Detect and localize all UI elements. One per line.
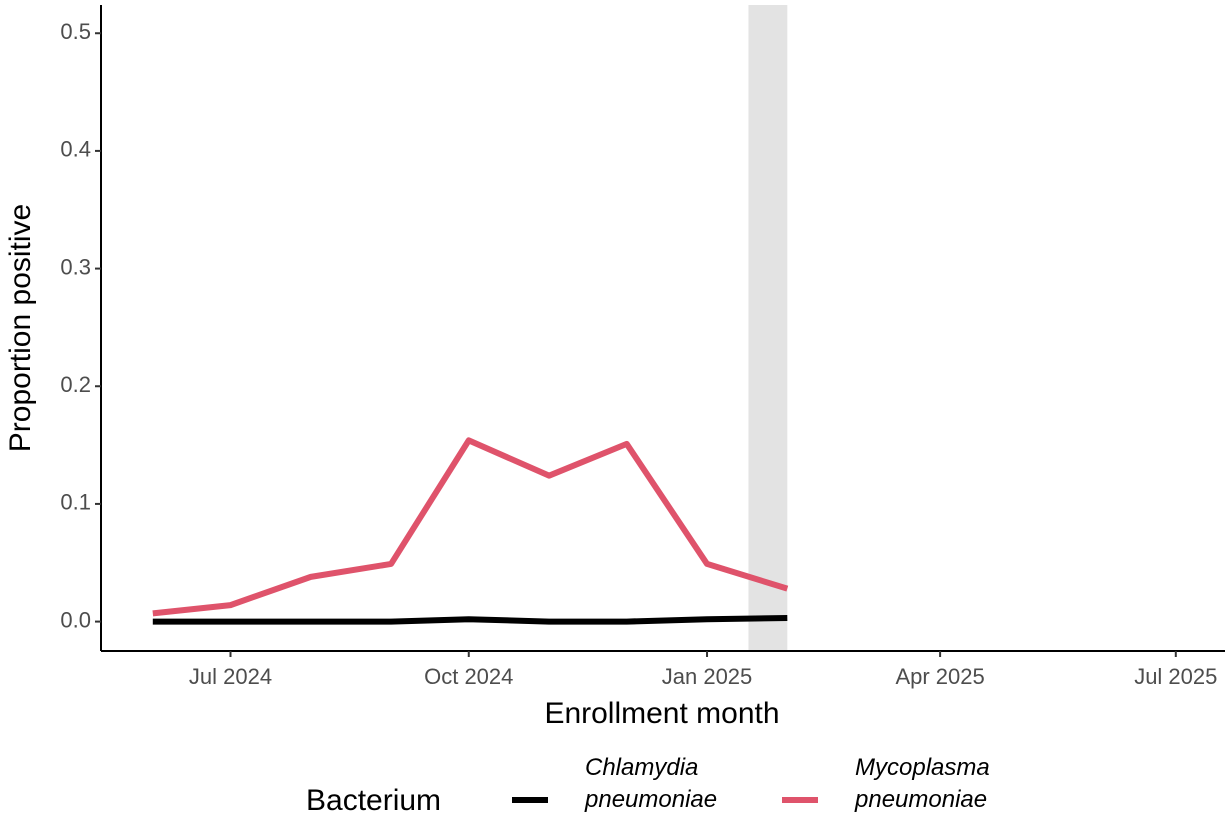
series-line xyxy=(152,615,788,625)
x-tick-label: Oct 2024 xyxy=(424,664,513,689)
y-tick-label: 0.5 xyxy=(60,19,91,44)
y-tick-label: 0.4 xyxy=(60,137,91,162)
y-axis-title: Proportion positive xyxy=(4,204,37,452)
legend-label: Chlamydia pneumoniae xyxy=(585,754,718,813)
y-tick-label: 0.2 xyxy=(60,372,91,397)
x-tick-label: Jan 2025 xyxy=(662,664,753,689)
y-tick-label: 0.0 xyxy=(60,607,91,632)
series-line xyxy=(152,437,789,617)
y-tick-label: 0.3 xyxy=(60,254,91,279)
x-tick-label: Jul 2024 xyxy=(189,664,272,689)
y-tick-label: 0.1 xyxy=(60,490,91,515)
legend-title: Bacterium xyxy=(306,784,441,817)
x-tick-label: Jul 2025 xyxy=(1134,664,1217,689)
legend-label: Mycoplasma pneumoniae xyxy=(855,754,990,813)
x-axis-title: Enrollment month xyxy=(544,697,779,730)
shaded-region xyxy=(748,5,788,651)
x-tick-label: Apr 2025 xyxy=(895,664,984,689)
